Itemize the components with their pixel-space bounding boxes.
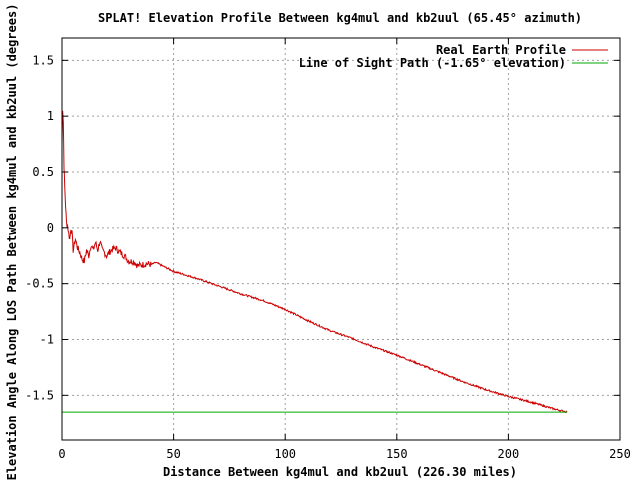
y-tick-label: 0 [47, 221, 54, 235]
real-earth-profile-line [61, 110, 568, 414]
legend-label: Line of Sight Path (-1.65° elevation) [299, 56, 566, 70]
y-tick-label: -0.5 [25, 277, 54, 291]
plot-frame [61, 37, 621, 441]
legend-label: Real Earth Profile [436, 43, 566, 57]
x-tick-label: 50 [166, 447, 180, 461]
x-tick-label: 150 [386, 447, 408, 461]
grid [62, 38, 620, 440]
y-tick-label: 1 [47, 109, 54, 123]
x-tick-label: 200 [498, 447, 520, 461]
x-tick-label: 100 [274, 447, 296, 461]
y-tick-label: 0.5 [32, 165, 54, 179]
axis-ticks: 0 50 100 150 200 250 1.5 1 0.5 0 -0.5 -1 -1.5 [25, 38, 631, 461]
y-tick-label: -1.5 [25, 388, 54, 402]
y-axis-title: Elevation Angle Along LOS Path Between k… [5, 4, 19, 480]
y-tick-label: 1.5 [32, 53, 54, 67]
x-tick-label: 0 [58, 447, 65, 461]
chart-title: SPLAT! Elevation Profile Between kg4mul … [98, 11, 582, 25]
y-tick-label: -1 [40, 333, 54, 347]
series-layer [61, 110, 568, 414]
x-axis-title: Distance Between kg4mul and kb2uul (226.… [163, 465, 517, 479]
x-tick-label: 250 [609, 447, 631, 461]
